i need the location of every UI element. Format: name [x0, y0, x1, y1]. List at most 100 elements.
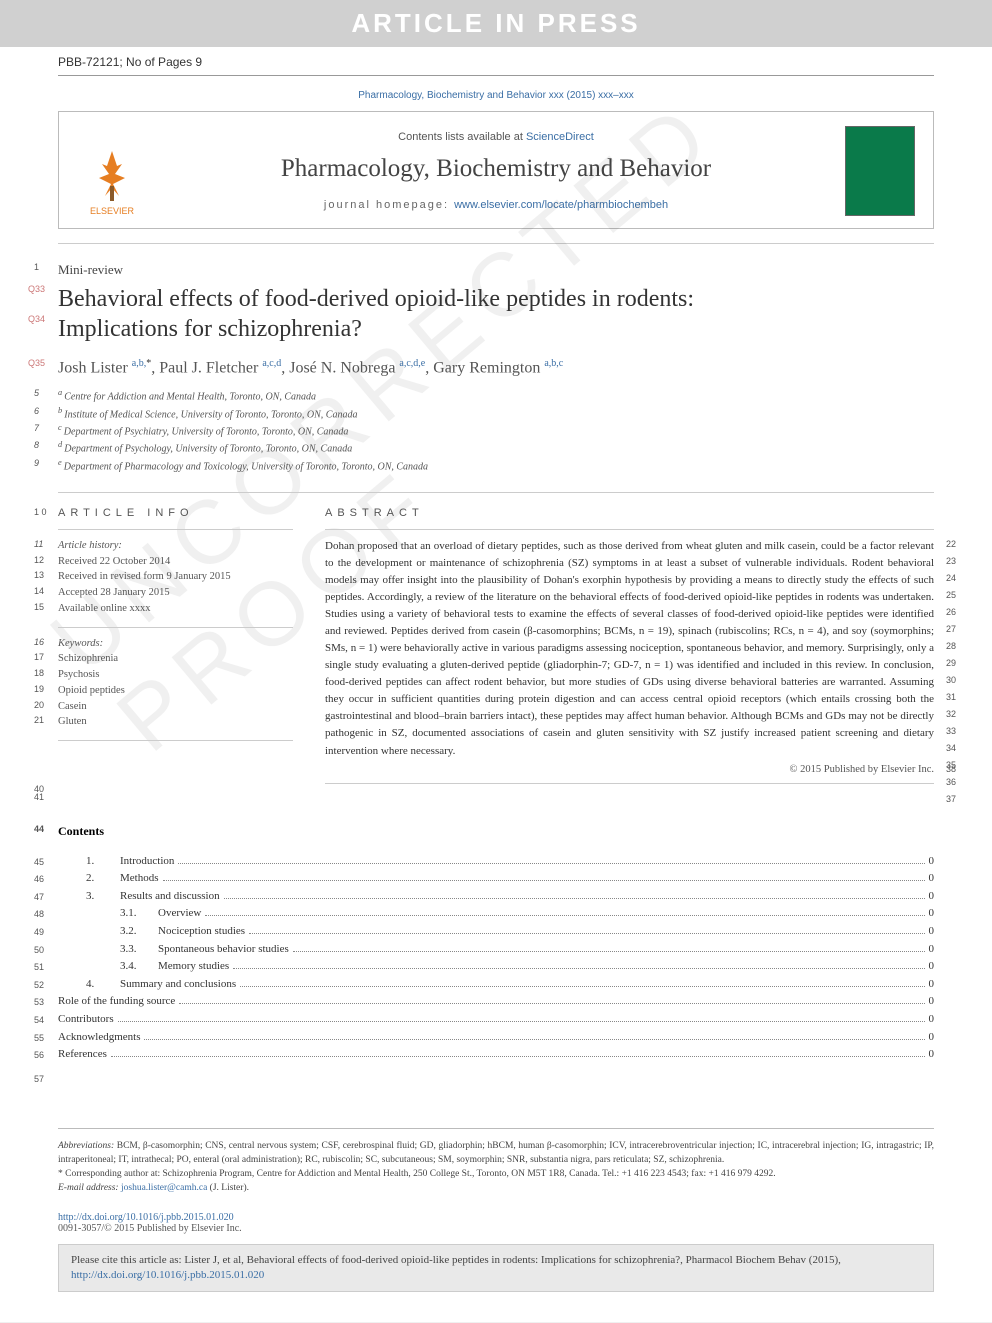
line-number: 27: [946, 623, 956, 637]
divider: [58, 627, 293, 628]
line-number: 21: [34, 714, 44, 728]
line-number: 29: [946, 657, 956, 671]
toc-label: Methods: [120, 870, 159, 888]
line-number: 24: [946, 572, 956, 586]
line-number: 51: [34, 960, 44, 974]
toc-row[interactable]: 55Acknowledgments 0: [58, 1029, 934, 1047]
author-name: , Paul J. Fletcher: [151, 359, 262, 376]
toc-dots: [293, 951, 925, 952]
line-number: 17: [34, 651, 44, 665]
affiliation-row: 5a Centre for Addiction and Mental Healt…: [58, 387, 934, 404]
line-number: 26: [946, 606, 956, 620]
line-number: 16: [34, 636, 44, 650]
keyword-item: 18Psychosis: [58, 667, 293, 683]
mini-review-label: Mini-review: [58, 262, 123, 277]
affiliation-row: 9e Department of Pharmacology and Toxico…: [58, 457, 934, 474]
toc-page: 0: [929, 941, 935, 959]
affil-text: Department of Pharmacology and Toxicolog…: [64, 461, 428, 472]
toc-seq: 1.: [86, 853, 120, 871]
query-marker: Q34: [28, 314, 45, 325]
abstract-text: Dohan proposed that an overload of dieta…: [325, 538, 934, 760]
abbrev-label: Abbreviations:: [58, 1141, 114, 1151]
line-number: 1: [34, 262, 39, 272]
author-name: , Gary Remington: [425, 359, 544, 376]
journal-cover-icon[interactable]: [845, 126, 915, 216]
toc-row[interactable]: 53Role of the funding source 0: [58, 993, 934, 1011]
toc-dots: [205, 915, 924, 916]
divider: [58, 529, 293, 530]
line-number: 15: [34, 601, 44, 615]
email-tail: (J. Lister).: [207, 1183, 249, 1193]
keyword-item: 19Opioid peptides: [58, 683, 293, 699]
toc-row[interactable]: 473.Results and discussion 0: [58, 888, 934, 906]
toc-row[interactable]: 483.1.Overview 0: [58, 905, 934, 923]
toc-row[interactable]: 56References 0: [58, 1046, 934, 1064]
toc-page: 0: [929, 905, 935, 923]
abstract-head: ABSTRACT: [325, 507, 934, 519]
journal-header-box: ELSEVIER Contents lists available at Sci…: [58, 111, 934, 229]
line-number: 31: [946, 691, 956, 705]
doi-link[interactable]: http://dx.doi.org/10.1016/j.pbb.2015.01.…: [58, 1212, 234, 1223]
toc-dots: [249, 933, 924, 934]
line-number: 41: [34, 792, 44, 802]
contents-heading: 44 Contents: [58, 824, 934, 839]
toc-label: Overview: [158, 905, 201, 923]
keyword-item: 21Gluten: [58, 714, 293, 730]
toc-row[interactable]: 54Contributors 0: [58, 1011, 934, 1029]
doi-block: http://dx.doi.org/10.1016/j.pbb.2015.01.…: [58, 1212, 934, 1234]
email-link[interactable]: joshua.lister@camh.ca: [121, 1183, 207, 1193]
citation-box: Please cite this article as: Lister J, e…: [58, 1244, 934, 1293]
affil-text: Department of Psychology, University of …: [64, 444, 352, 455]
line-number: 48: [34, 907, 44, 921]
cite-text: Please cite this article as: Lister J, e…: [71, 1254, 841, 1266]
toc-dots: [111, 1056, 925, 1057]
abbrev-text: BCM, β-casomorphin; CNS, central nervous…: [58, 1141, 934, 1165]
history-label: 11Article history:: [58, 538, 293, 554]
author-affil-sup: a,c,d,e: [399, 358, 425, 369]
toc-row[interactable]: 493.2.Nociception studies 0: [58, 923, 934, 941]
cite-doi-link[interactable]: http://dx.doi.org/10.1016/j.pbb.2015.01.…: [71, 1269, 264, 1281]
journal-reference[interactable]: Pharmacology, Biochemistry and Behavior …: [0, 90, 992, 101]
line-number: 52: [34, 978, 44, 992]
author-name: Josh Lister: [58, 359, 132, 376]
query-marker: Q33: [28, 284, 45, 295]
toc-label: Contributors: [58, 1011, 114, 1029]
contents-lists-prefix: Contents lists available at: [398, 131, 526, 143]
toc-dots: [224, 898, 925, 899]
author-affil-sup: a,c,d: [262, 358, 281, 369]
abstract-column: ABSTRACT Dohan proposed that an overload…: [325, 507, 934, 784]
homepage-link[interactable]: www.elsevier.com/locate/pharmbiochembeh: [454, 199, 668, 211]
toc-row[interactable]: 524.Summary and conclusions 0: [58, 976, 934, 994]
history-item: 12Received 22 October 2014: [58, 554, 293, 570]
divider: [58, 75, 934, 76]
line-number: 6: [34, 405, 39, 419]
line-number: 44: [34, 824, 44, 834]
line-number: 22: [946, 538, 956, 552]
toc-seq: 2.: [86, 870, 120, 888]
toc-seq: 4.: [86, 976, 120, 994]
copyright: © 2015 Published by Elsevier Inc. 38: [325, 764, 934, 775]
toc-row[interactable]: 513.4.Memory studies 0: [58, 958, 934, 976]
author-name: , José N. Nobrega: [281, 359, 399, 376]
keyword-item: 20Casein: [58, 699, 293, 715]
toc-dots: [144, 1039, 924, 1040]
toc-page: 0: [929, 958, 935, 976]
elsevier-logo[interactable]: ELSEVIER: [77, 126, 147, 216]
affiliation-row: 7c Department of Psychiatry, University …: [58, 422, 934, 439]
line-number: 9: [34, 457, 39, 471]
toc-row[interactable]: 503.3.Spontaneous behavior studies 0: [58, 941, 934, 959]
sciencedirect-link[interactable]: ScienceDirect: [526, 131, 594, 143]
page: ARTICLE IN PRESS PBB-72121; No of Pages …: [0, 0, 992, 1322]
line-number: 45: [34, 855, 44, 869]
keywords-label: 16Keywords:: [58, 636, 293, 652]
toc-row[interactable]: 462.Methods 0: [58, 870, 934, 888]
affiliations: 5a Centre for Addiction and Mental Healt…: [58, 387, 934, 474]
toc-label: Summary and conclusions: [120, 976, 236, 994]
elsevier-label: ELSEVIER: [90, 206, 134, 216]
author-affil-sup: a,b,c: [544, 358, 563, 369]
toc-seq: 3.2.: [120, 923, 158, 941]
line-number: 11: [34, 538, 43, 552]
history-item: 14Accepted 28 January 2015: [58, 585, 293, 601]
toc-row[interactable]: 451.Introduction 0: [58, 853, 934, 871]
article-info-head: 1 0 ARTICLE INFO: [58, 507, 293, 519]
